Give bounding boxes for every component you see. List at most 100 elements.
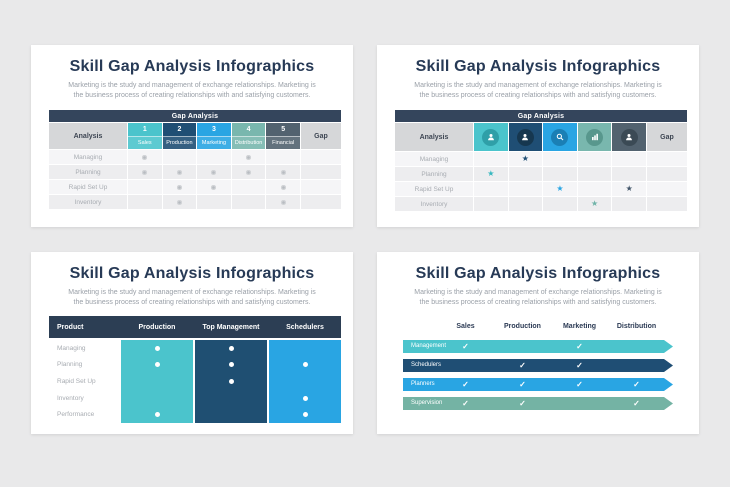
slide-card-gap-dots[interactable]: Skill Gap Analysis Infographics Marketin…: [31, 45, 353, 227]
dot-marker: [280, 184, 286, 190]
icon-badge: [620, 128, 638, 146]
check-icon: ✓: [462, 380, 469, 389]
row-label-cell: Rapid Set Up: [395, 182, 473, 196]
table-cell: ✓: [551, 378, 608, 391]
table-cell: [128, 180, 162, 194]
table-cell: [577, 152, 612, 166]
gap-header-cell: Gap: [646, 123, 687, 151]
table-cell: [269, 390, 341, 407]
slide-card-arrows[interactable]: Skill Gap Analysis Infographics Marketin…: [377, 252, 699, 434]
column-header-cell: [612, 123, 646, 151]
dot-marker: [280, 199, 286, 205]
arrow-row: Planners ✓ ✓ ✓ ✓: [403, 378, 673, 391]
table-cell: [474, 182, 508, 196]
dot-marker: [176, 184, 182, 190]
table-cell: [128, 150, 162, 164]
column-header-cell: 3 Marketing: [197, 123, 231, 149]
table-cell: [128, 165, 162, 179]
dot-marker: [142, 154, 148, 160]
table-header-row: Analysis Gap: [395, 123, 687, 151]
data-column: [269, 340, 341, 423]
column-header-cell: 5 Financial: [266, 123, 300, 149]
dot-marker: [228, 345, 234, 351]
table-cell: [162, 180, 197, 194]
arrow-label: Planners: [411, 381, 435, 387]
column-label: Production: [162, 136, 197, 149]
table-cell: [195, 357, 267, 374]
arrow-label: Management: [411, 343, 447, 349]
row-label: Performance: [57, 411, 95, 419]
gap-cell: [646, 152, 687, 166]
gap-cell: [646, 197, 687, 211]
table-cell: [543, 197, 577, 211]
check-icon: ✓: [633, 399, 640, 408]
table-row: Managing: [49, 150, 341, 164]
row-label: Planning: [75, 168, 101, 176]
column-header-cell: [508, 123, 543, 151]
table-cell: [197, 150, 231, 164]
table-cell: ✓: [551, 359, 608, 372]
check-icon: ✓: [462, 399, 469, 408]
table-cell: [162, 195, 197, 209]
table-cell: ★: [577, 197, 612, 211]
table-cell: [577, 167, 612, 181]
star-icon: ★: [556, 184, 564, 193]
dot-marker: [154, 362, 160, 368]
column-label: Sales: [128, 136, 162, 149]
row-label: Managing: [419, 155, 449, 163]
column-header-cell: [474, 123, 508, 151]
row-label: Rapid Set Up: [57, 377, 96, 385]
slide-card-columns[interactable]: Skill Gap Analysis Infographics Marketin…: [31, 252, 353, 434]
star-icon: ★: [590, 199, 599, 208]
user-icon: [626, 133, 633, 141]
user-icon: [487, 133, 494, 141]
dot-marker: [176, 169, 182, 175]
table-cell: [266, 195, 300, 209]
gap-cell: [300, 165, 341, 179]
column-label: Distribution: [231, 136, 266, 149]
bar-chart-icon: [591, 133, 598, 141]
column-header-cell: [577, 123, 612, 151]
table-cell: [128, 195, 162, 209]
dot-marker: [280, 169, 286, 175]
row-label: Rapid Set Up: [414, 185, 454, 193]
table-cell: [121, 357, 193, 374]
table-cell: [269, 340, 341, 357]
table-cell: [197, 180, 231, 194]
table-cell: [612, 152, 646, 166]
row-label-cell: Managing: [395, 152, 473, 166]
row-label-cell: Inventory: [395, 197, 473, 211]
column-header-cell: 2 Production: [162, 123, 197, 149]
table-cell: [269, 406, 341, 423]
table-cell: [195, 390, 267, 407]
icon-badge: [516, 128, 534, 146]
dot-marker: [211, 184, 217, 190]
row-labels-column: Managing Planning Rapid Set Up Inventory Per…: [49, 340, 119, 423]
column-number: 1: [142, 126, 147, 133]
column-header-cell: 4 Distribution: [231, 123, 266, 149]
column-header-cell: Product: [57, 323, 84, 331]
row-label-cell: Managing: [49, 340, 119, 357]
table-cell: ✓: [608, 397, 665, 410]
row-label-cell: Performance: [49, 406, 119, 423]
slide-title: Skill Gap Analysis Infographics: [415, 58, 661, 75]
column-label: Financial: [266, 136, 300, 149]
row-label: Managing: [73, 153, 103, 161]
product-table: Product Production Top Management Scheduler…: [49, 316, 341, 423]
row-label-cell: Inventory: [49, 390, 119, 407]
slide-subtitle: Marketing is the study and management of…: [414, 289, 662, 307]
row-label: Inventory: [57, 394, 84, 402]
table-body: Managing ★ Planning ★ Rapid Set Up ★ ★ Inventor…: [395, 152, 687, 211]
gap-cell: [300, 150, 341, 164]
table-cell: ✓: [437, 397, 494, 410]
dot-marker: [142, 169, 148, 175]
table-cell: [197, 165, 231, 179]
column-label: Marketing: [197, 136, 231, 149]
table-cell: [612, 167, 646, 181]
table-cell: ✓: [494, 378, 551, 391]
table-cell: ✓: [437, 378, 494, 391]
dot-marker: [302, 362, 308, 368]
table-cell: [266, 180, 300, 194]
slide-card-gap-stars[interactable]: Skill Gap Analysis Infographics Marketin…: [377, 45, 699, 227]
gap-analysis-table: Gap Analysis Analysis Gap Managing ★ Planni…: [395, 110, 687, 211]
